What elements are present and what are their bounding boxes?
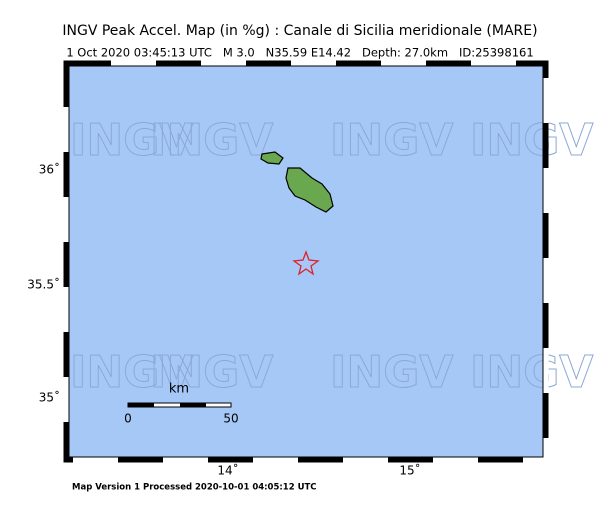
scale-end: 50 (223, 412, 238, 426)
island-gozo (260, 151, 284, 165)
watermark-text: INGV (330, 347, 453, 398)
lat-label: 35˚ (39, 390, 60, 405)
watermark-text: INGV (470, 347, 593, 398)
watermark-text: INGV (470, 115, 593, 166)
lat-label: 35.5˚ (27, 277, 60, 292)
scale-bar-segment (128, 403, 154, 407)
watermark-text: INGV (150, 115, 273, 166)
lon-label: 15˚ (399, 463, 420, 478)
watermark: INGV INGV INGV INGV INGV INGV INGV INGV (70, 115, 594, 399)
title: INGV Peak Accel. Map (in %g) : Canale di… (62, 23, 537, 39)
frame-inner (68, 65, 544, 458)
scale-bar: km 0 50 (124, 382, 238, 426)
epicenter-star (292, 250, 320, 276)
watermark-text: INGV (70, 115, 193, 166)
scale-bar-segment (180, 403, 206, 407)
lon-label: 14˚ (217, 463, 238, 478)
sea (69, 66, 543, 457)
watermark-text: INGV (70, 347, 193, 398)
island-malta (285, 167, 334, 213)
scale-start: 0 (124, 412, 132, 426)
frame-dashes (63, 60, 549, 463)
subtitle: 1 Oct 2020 03:45:13 UTC M 3.0 N35.59 E14… (66, 46, 533, 60)
watermark-text: INGV (150, 347, 273, 398)
scale-unit: km (169, 382, 189, 397)
lat-label: 36˚ (39, 162, 60, 177)
watermark-text: INGV (330, 115, 453, 166)
footer: Map Version 1 Processed 2020-10-01 04:05… (72, 483, 317, 493)
